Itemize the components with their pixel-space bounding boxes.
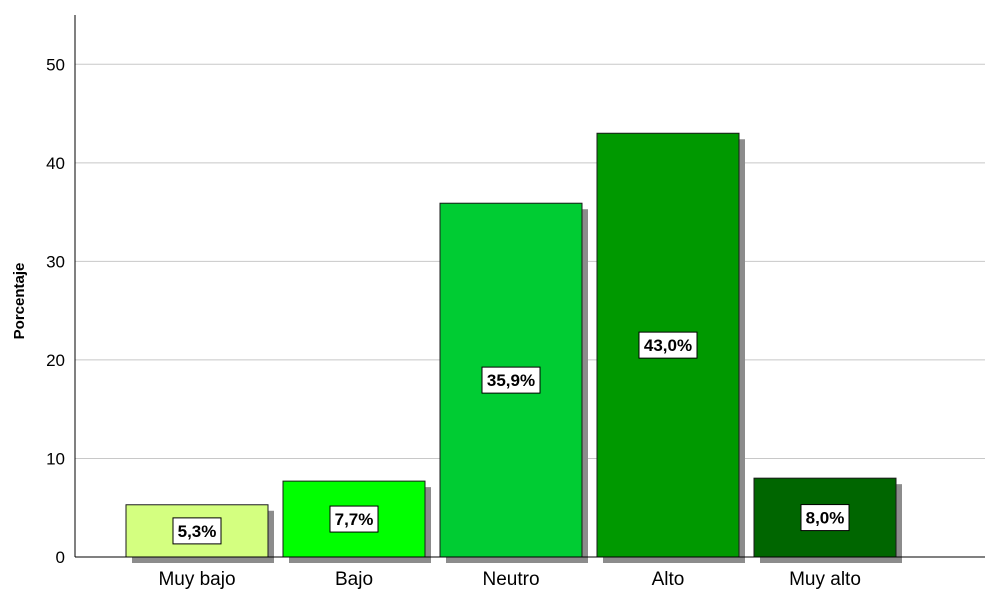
x-category-label: Neutro	[482, 569, 539, 590]
x-category-label: Bajo	[335, 569, 373, 590]
data-label: 8,0%	[806, 509, 845, 528]
x-category-label: Muy bajo	[158, 569, 235, 590]
data-label: 5,3%	[178, 522, 217, 541]
y-tick-label: 10	[46, 449, 65, 468]
y-axis-title: Porcentaje	[11, 263, 28, 340]
y-ticks: 0 10 20 30 40 50	[46, 55, 65, 567]
data-label: 43,0%	[644, 336, 692, 355]
bar-muy-bajo	[125, 504, 269, 558]
x-category-label: Muy alto	[789, 569, 861, 590]
x-category-label: Alto	[652, 569, 685, 590]
y-tick-label: 0	[56, 548, 65, 567]
data-label-box	[481, 366, 541, 394]
data-label: 7,7%	[335, 510, 374, 529]
x-categories: Muy bajo Bajo Neutro Alto Muy alto	[158, 569, 860, 590]
y-tick-label: 30	[46, 252, 65, 271]
data-label: 35,9%	[487, 371, 535, 390]
data-label-box	[800, 504, 850, 532]
data-label-box	[329, 505, 379, 533]
bars: 5,3% 7,7% 35,9% 43,0% 8,0%	[125, 132, 902, 564]
bar-bajo	[282, 480, 426, 558]
y-tick-label: 40	[46, 154, 65, 173]
y-tick-label: 50	[46, 55, 65, 74]
data-label-box	[638, 331, 698, 359]
data-label-box	[172, 517, 222, 545]
y-tick-label: 20	[46, 351, 65, 370]
